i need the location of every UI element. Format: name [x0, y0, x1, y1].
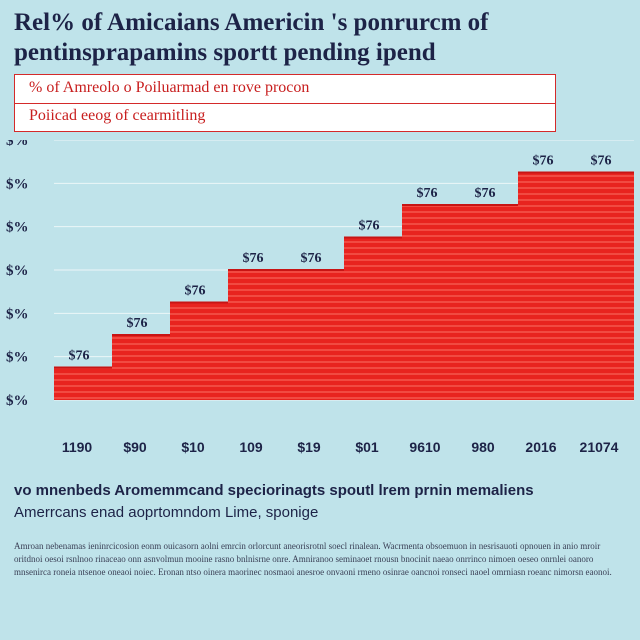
- data-label: $76: [185, 284, 206, 299]
- page-title: Rel% of Amicaians Americin 's ponrurcm o…: [14, 9, 489, 66]
- x-tick-label: $01: [355, 439, 379, 455]
- x-tick-label: 21074: [580, 439, 619, 455]
- data-label: $76: [591, 154, 612, 169]
- legend-entry-1: % of Amreolo o Poiluarmad en rove procon: [29, 79, 310, 96]
- x-tick-label: $90: [123, 439, 147, 455]
- chart-caption-line-2: Amerrcans enad aoprtomndom Lime, sponige: [14, 504, 319, 521]
- y-tick-label: $%: [6, 140, 29, 149]
- y-tick-label: $%: [6, 393, 29, 409]
- x-tick-label: $10: [181, 439, 205, 455]
- data-label: $76: [359, 219, 380, 234]
- data-label: $76: [301, 251, 322, 266]
- legend-entry-2: Poiicad eeog of cearmitling: [29, 107, 206, 124]
- x-tick-label: 2016: [525, 439, 556, 455]
- legend-row: % of Amreolo o Poiluarmad en rove procon: [15, 75, 555, 104]
- y-tick-label: $%: [6, 176, 29, 192]
- data-label: $76: [475, 186, 496, 201]
- y-tick-label: $%: [6, 350, 29, 366]
- chart-area: $76 $76 $76 $76 $76 $76 $76 $76 $76 $76 $% $% $% $% $%…: [6, 140, 634, 455]
- data-label: $76: [127, 316, 148, 331]
- data-label: $76: [417, 186, 438, 201]
- data-label: $76: [243, 251, 264, 266]
- y-tick-label: $%: [6, 220, 29, 236]
- x-tick-label: 980: [471, 439, 495, 455]
- x-tick-label: $19: [297, 439, 321, 455]
- data-label: $76: [533, 154, 554, 169]
- legend-row: Poiicad eeog of cearmitling: [15, 103, 555, 131]
- legend: % of Amreolo o Poiluarmad en rove procon…: [14, 74, 556, 132]
- x-tick-label: 109: [239, 439, 263, 455]
- chart-caption-line-1: vo mnenbeds Aromemmcand speciorinagts sp…: [14, 482, 534, 499]
- x-tick-label: 9610: [409, 439, 440, 455]
- footnote: Amroan nebenamas ieninrcicosion eonm oui…: [14, 541, 612, 577]
- y-tick-label: $%: [6, 263, 29, 279]
- x-tick-label: 1190: [62, 439, 93, 455]
- data-label: $76: [69, 349, 90, 364]
- y-tick-label: $%: [6, 306, 29, 322]
